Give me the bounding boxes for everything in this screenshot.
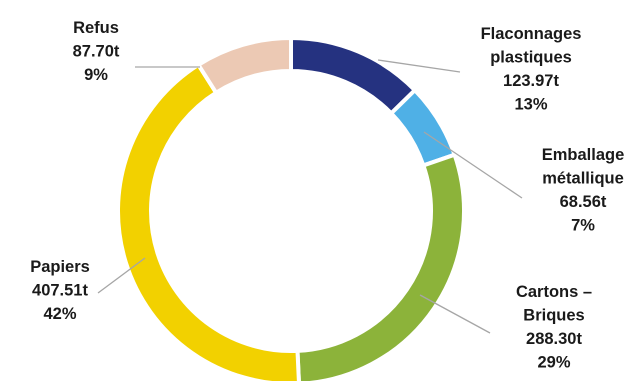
data-label: Emballage métallique 68.56t 7%: [542, 146, 625, 235]
value-label: 87.70t: [73, 43, 120, 61]
category-label: Emballage: [542, 146, 625, 164]
category-label: métallique: [542, 170, 624, 188]
data-labels: Flaconnages plastiques 123.97t 13% Emballage…: [30, 19, 624, 372]
percent-label: 42%: [43, 305, 76, 323]
donut-slices: [116, 35, 466, 381]
value-label: 407.51t: [32, 282, 88, 300]
leader-line: [423, 131, 523, 199]
category-label: Cartons –: [516, 283, 592, 301]
leader-line: [97, 257, 146, 294]
slice-refus: [195, 35, 293, 96]
leader-line: [419, 294, 491, 334]
data-label: Cartons – Briques 288.30t 29%: [516, 283, 592, 372]
percent-label: 7%: [571, 217, 595, 235]
category-label: plastiques: [490, 49, 572, 67]
percent-label: 13%: [514, 96, 547, 114]
slice-flaconnages-plastiques: [289, 35, 418, 117]
data-label: Refus 87.70t 9%: [73, 19, 120, 84]
leader-lines: [97, 59, 523, 334]
value-label: 123.97t: [503, 72, 559, 90]
value-label: 68.56t: [560, 193, 607, 211]
category-label: Flaconnages: [481, 25, 582, 43]
percent-label: 9%: [84, 66, 108, 84]
category-label: Papiers: [30, 258, 90, 276]
slice-papiers: [116, 62, 301, 381]
category-label: Refus: [73, 19, 119, 37]
slice-emballage-métallique: [388, 87, 458, 168]
leader-line: [377, 59, 461, 73]
slice-cartons-briques: [295, 152, 466, 381]
category-label: Briques: [523, 307, 584, 325]
value-label: 288.30t: [526, 330, 582, 348]
data-label: Flaconnages plastiques 123.97t 13%: [481, 25, 582, 114]
percent-label: 29%: [537, 354, 570, 372]
data-label: Papiers 407.51t 42%: [30, 258, 90, 323]
